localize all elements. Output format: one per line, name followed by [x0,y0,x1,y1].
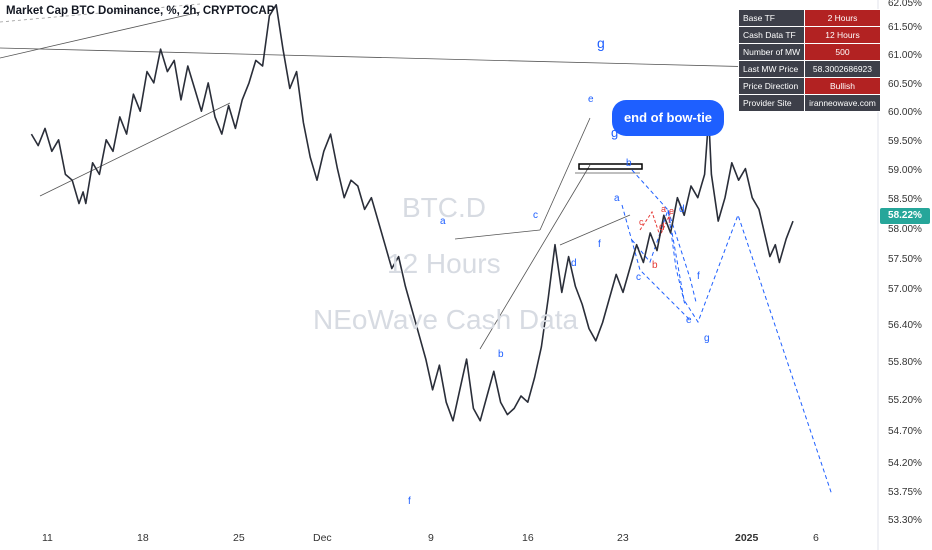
x-tick-label: 18 [137,532,149,544]
chart-title: Market Cap BTC Dominance, %, 2h, CRYPTOC… [6,5,275,17]
info-value: 58.3002686923 [804,60,881,78]
wave-label: b [652,260,658,271]
x-tick-label: 23 [617,532,629,544]
y-tick-label: 60.00% [888,107,922,118]
watermark-line3: NEoWave Cash Data [313,304,579,335]
wave-label: g [704,333,710,344]
y-tick-label: 60.50% [888,79,922,90]
y-tick-label: 53.30% [888,515,922,526]
projection-path [631,169,833,496]
watermark-line2: 12 Hours [387,248,501,279]
wave-label: b [498,349,504,360]
info-key: Number of MW [737,43,806,61]
wave-label: f [668,215,671,225]
x-tick-label: 2025 [735,532,759,544]
y-tick-label: 59.00% [888,165,922,176]
info-value: Bullish [804,77,881,95]
y-tick-label: 61.50% [888,22,922,33]
info-value: iranneowave.com [804,94,881,112]
x-tick-label: Dec [313,532,332,544]
info-key: Price Direction [737,77,806,95]
wave-label: f [408,496,411,507]
y-tick-label: 57.50% [888,254,922,265]
wave-label: d [571,258,577,269]
info-key: Cash Data TF [737,26,806,44]
y-tick-label: 53.75% [888,487,922,498]
projection-path [621,204,691,321]
x-tick-label: 11 [42,532,53,544]
x-tick-label: 25 [233,532,245,544]
trend-line [559,214,631,246]
wave-label: b [626,158,632,169]
trend-line [39,102,231,197]
wave-label: a [440,216,446,227]
wave-label: a [661,204,666,214]
bow-tie-callout: end of bow-tie [612,100,724,136]
y-tick-label: 62.05% [888,0,922,9]
wave-label: c [636,272,641,283]
wave-label: a [614,193,620,204]
info-key: Provider Site [737,94,806,112]
info-key: Last MW Price [737,60,806,78]
trend-line [454,229,541,240]
trend-line [0,11,201,59]
wave-label: d [659,222,665,233]
trend-line [479,164,591,350]
wave-label: e [669,206,674,216]
y-tick-label: 54.70% [888,426,922,437]
trend-line [539,117,591,231]
y-tick-label: 55.20% [888,395,922,406]
x-tick-label: 9 [428,532,434,544]
btc-dominance-line [30,4,794,422]
projection-path [631,208,697,303]
wave-label: g [597,35,605,51]
y-tick-label: 55.80% [888,357,922,368]
info-value: 12 Hours [804,26,881,44]
watermark-line1: BTC.D [402,192,486,223]
x-tick-label: 6 [813,532,819,544]
wave-label: d [679,204,685,215]
info-key: Base TF [737,9,806,27]
info-table: Base TF 2 Hours Cash Data TF 12 Hours Numb… [737,9,881,112]
y-tick-label: 58.00% [888,224,922,235]
wave-label: c [533,210,538,221]
wave-label: f [598,239,601,250]
wave-label: e [588,94,594,105]
y-tick-label: 61.00% [888,50,922,61]
y-tick-label: 59.50% [888,136,922,147]
current-price-badge: 58.22% [880,208,930,224]
wave-label: e [686,315,692,326]
wave-label: c [639,217,644,227]
x-tick-label: 16 [522,532,534,544]
projection-path-red [639,210,671,238]
wave-label: f [697,271,700,282]
projection-path [667,209,686,306]
bow-tie-box [578,163,643,170]
trend-line [0,47,881,71]
info-value: 500 [804,43,881,61]
y-tick-label: 54.20% [888,458,922,469]
info-value: 2 Hours [804,9,881,27]
wave-label: g [611,125,618,140]
y-tick-label: 58.50% [888,194,922,205]
y-tick-label: 56.40% [888,320,922,331]
y-tick-label: 57.00% [888,284,922,295]
